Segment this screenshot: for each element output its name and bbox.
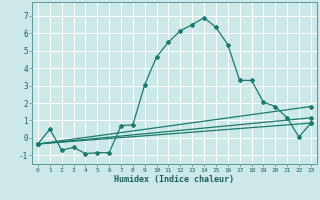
X-axis label: Humidex (Indice chaleur): Humidex (Indice chaleur) bbox=[115, 175, 234, 184]
